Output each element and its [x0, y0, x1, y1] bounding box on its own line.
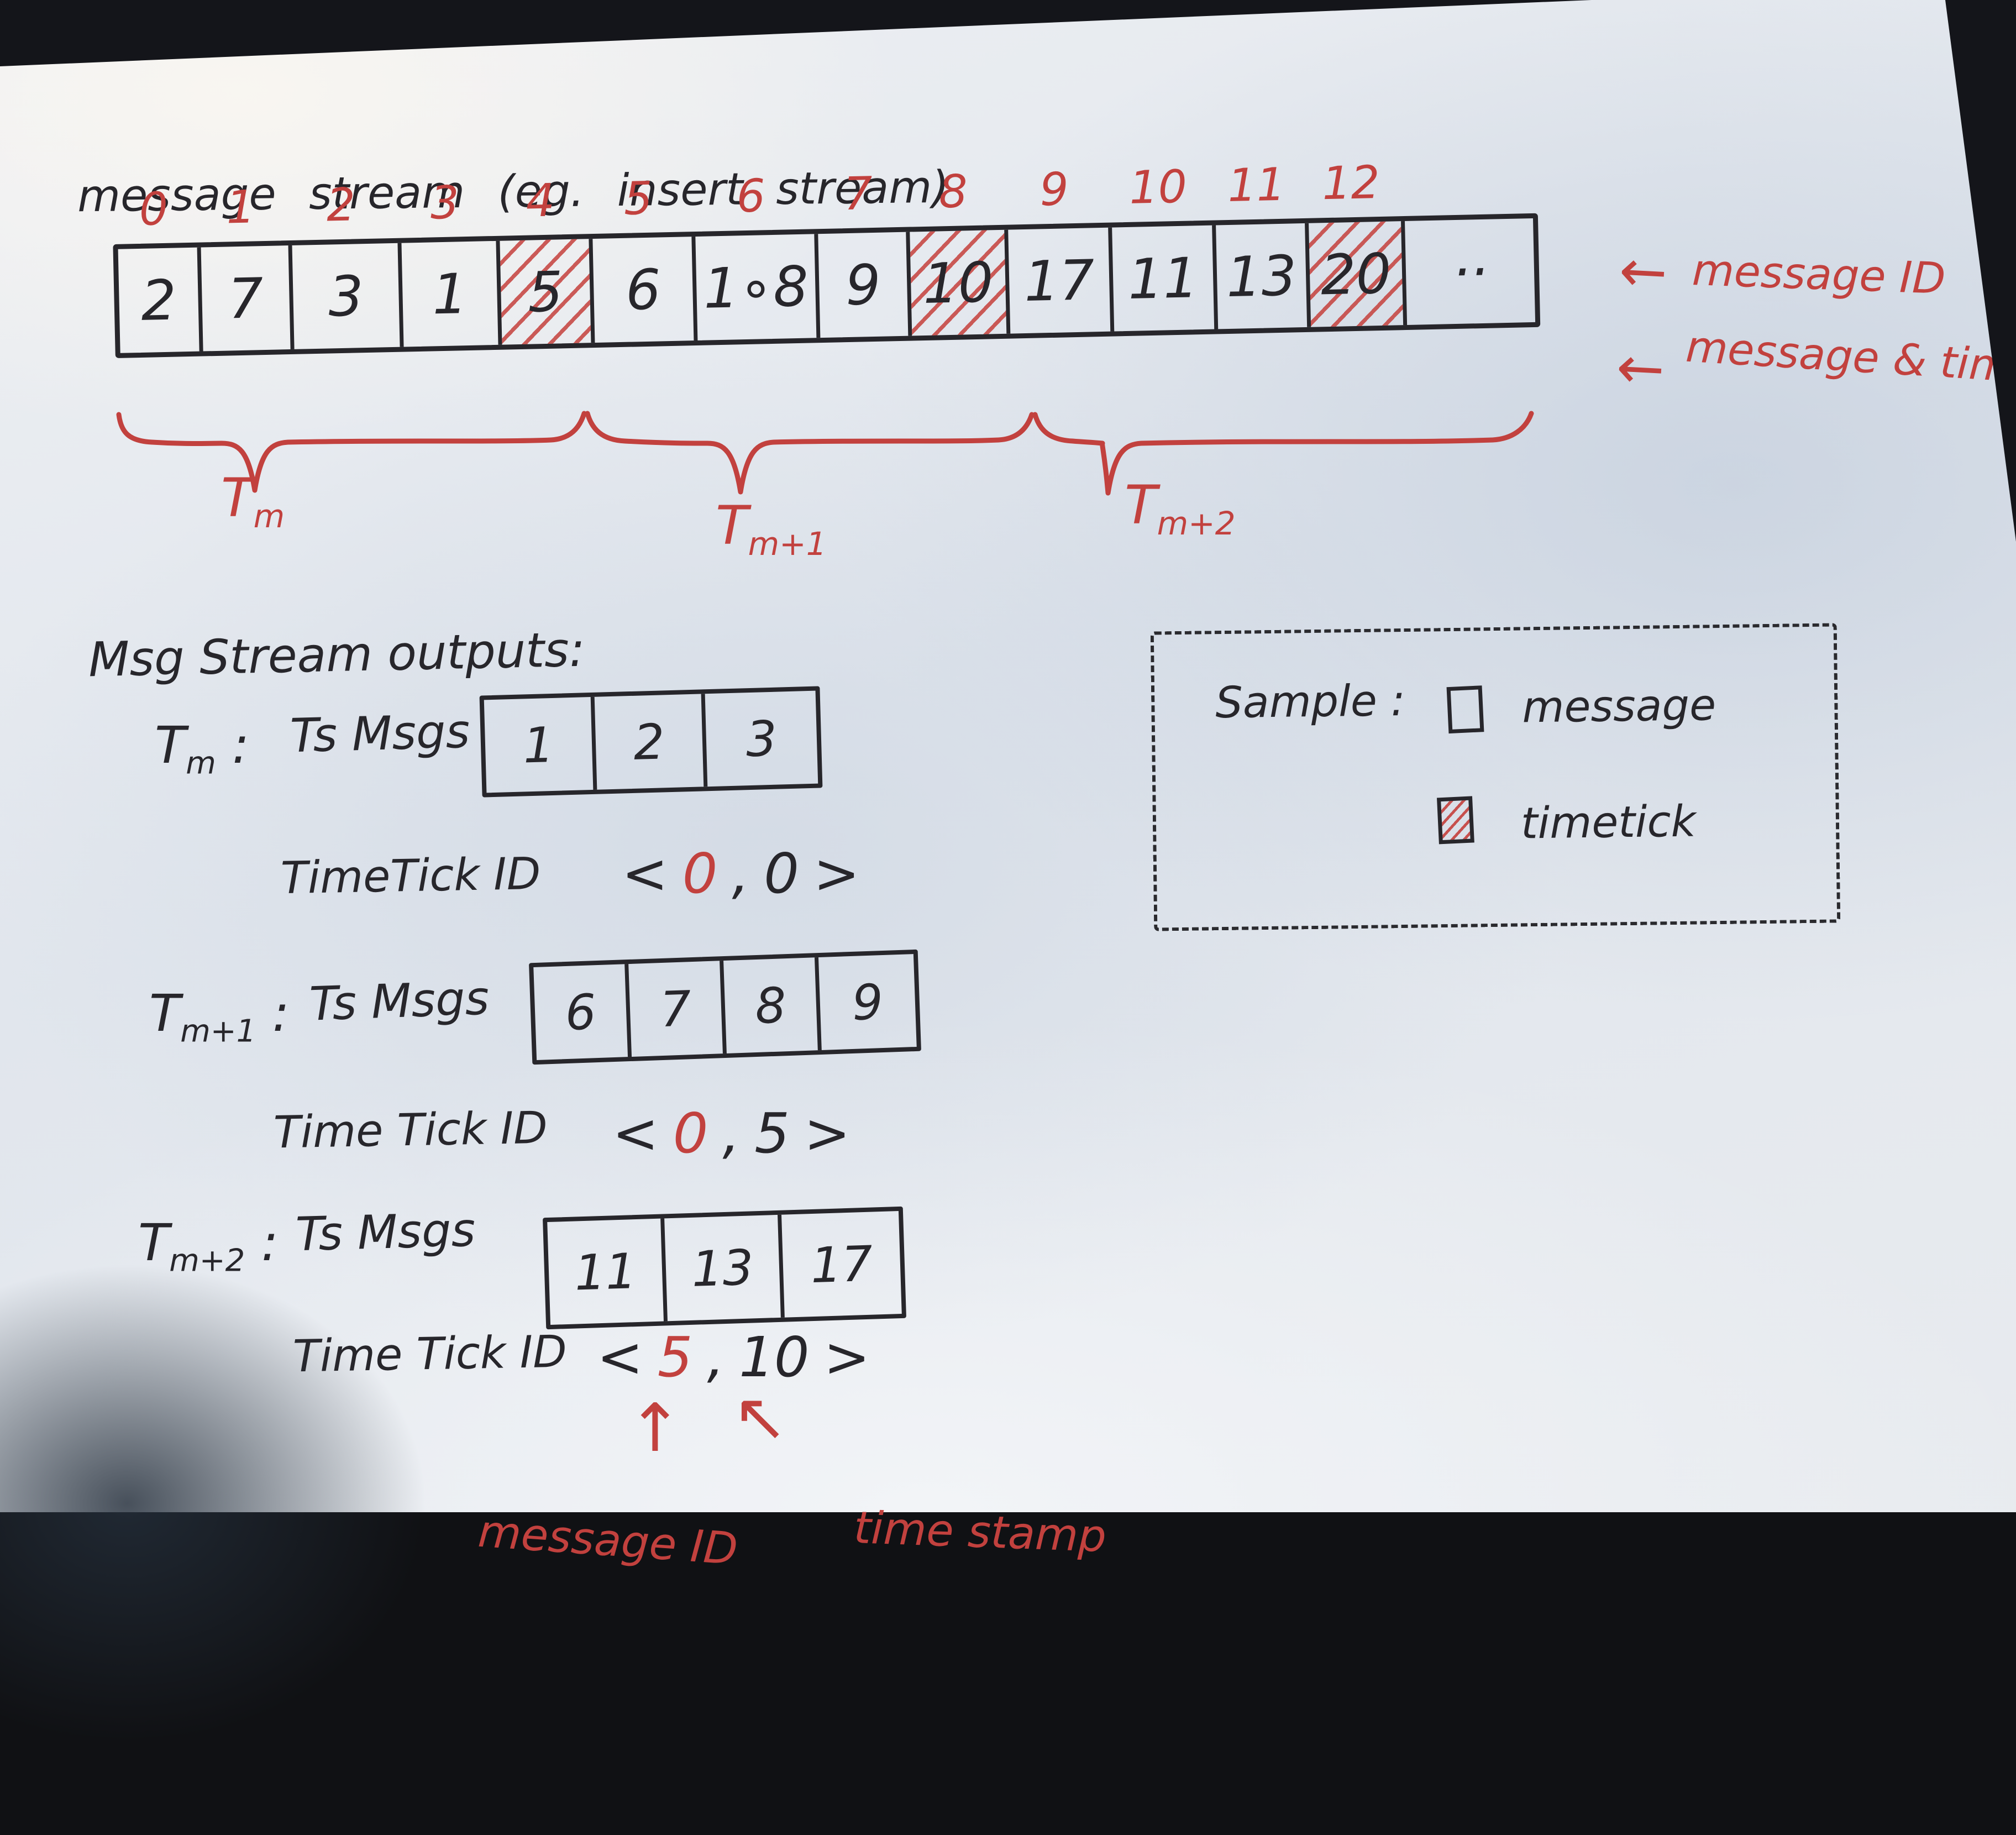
- pair-open: <: [622, 841, 668, 906]
- stream-index: 3: [395, 153, 495, 238]
- legend-label-message: message: [1522, 680, 1716, 732]
- stream-index: 7: [811, 144, 905, 229]
- pair-first: 5: [658, 1325, 693, 1390]
- stream-cell: 3: [292, 243, 404, 349]
- pair-comma: ,: [707, 1325, 725, 1390]
- brace-tm1-path: [587, 413, 1032, 492]
- pair-first: 0: [683, 841, 718, 906]
- brace-tm2-path: [1035, 413, 1531, 493]
- group-name-colon: :: [232, 716, 249, 775]
- brace-label-sub: m: [254, 497, 285, 535]
- stream-cell-timetick: 10: [910, 230, 1010, 336]
- brace-svg: [113, 410, 1550, 554]
- group-name-colon: :: [272, 984, 290, 1043]
- brace-label-sub: m+1: [748, 525, 827, 563]
- stream-arrow-label-message-id: message ID: [1692, 245, 1946, 304]
- brace-label-base: T: [221, 467, 254, 529]
- msg-cell: 1: [484, 697, 597, 793]
- brace-label-sub: m+2: [1157, 505, 1236, 542]
- stream-cell: 7: [201, 245, 295, 352]
- timetick-pair: <0,5>: [612, 1101, 851, 1166]
- group-name-base: T: [149, 984, 180, 1043]
- legend-title: Sample :: [1215, 676, 1406, 728]
- legend-box: Sample : message timetick: [1151, 623, 1841, 931]
- stream-index: 12: [1302, 133, 1400, 218]
- brace-label-base: T: [716, 495, 748, 557]
- brace-label-tm1: Tm+1: [716, 495, 827, 563]
- pair-second: 5: [754, 1101, 790, 1166]
- legend-label-timetick: timetick: [1520, 797, 1696, 849]
- stream-cell: 1∘8: [695, 234, 820, 340]
- msg-cell: 17: [781, 1211, 902, 1318]
- timetick-id-label: Time Tick ID: [273, 1102, 548, 1158]
- stream-index: 6: [689, 146, 813, 232]
- pair-second: 0: [764, 841, 799, 906]
- group-name-base: T: [155, 716, 186, 775]
- group-name-label: Tm :: [155, 716, 249, 781]
- stream-index: 11: [1209, 135, 1304, 221]
- arrow-left-icon: ←: [1618, 237, 1669, 306]
- msg-cell: 7: [628, 961, 727, 1057]
- stream-cell: 11: [1112, 225, 1218, 331]
- msg-cell: 6: [533, 964, 632, 1060]
- timestamp-annotation: time stamp: [853, 1502, 1107, 1562]
- up-arrow-icon: ↑: [627, 1390, 683, 1467]
- stream-cell: ··: [1405, 218, 1535, 325]
- bottom-left-shadow: [0, 1172, 542, 1835]
- stream-cell: 2: [118, 248, 203, 353]
- brace-tm-path: [119, 413, 584, 490]
- brace-label-base: T: [1125, 474, 1157, 536]
- stream-cell-timetick: 20: [1309, 221, 1407, 327]
- stream-index: 8: [903, 142, 1003, 227]
- msg-cell: 9: [818, 954, 917, 1050]
- stream-cell: 17: [1008, 228, 1114, 334]
- stream-index: 9: [1001, 140, 1107, 225]
- pair-close: >: [823, 1325, 870, 1390]
- stream-cell-timetick: 5: [500, 239, 595, 345]
- ts-msgs-label: Ts Msgs: [308, 971, 490, 1031]
- pair-open: <: [597, 1325, 643, 1390]
- msg-cell: 11: [547, 1218, 668, 1325]
- pair-first: 0: [673, 1101, 708, 1166]
- ts-msgs-label: Ts Msgs: [290, 704, 471, 763]
- group-name-sub: m: [186, 745, 216, 781]
- pair-close: >: [804, 1101, 851, 1166]
- stream-cell: 1: [401, 241, 502, 347]
- stream-index: 10: [1105, 138, 1211, 223]
- stream-arrow-label-message-timestamp: message & timstamp: [1684, 322, 2016, 400]
- msg-cell: 3: [705, 691, 818, 787]
- brace-label-tm2: Tm+2: [1125, 474, 1236, 542]
- stream-index: 5: [586, 149, 690, 234]
- arrow-left-icon: ←: [1615, 333, 1666, 403]
- stream-cell: 13: [1216, 223, 1311, 329]
- stream-index: 0: [111, 160, 196, 244]
- brace-label-tm: Tm: [221, 467, 285, 535]
- timetick-swatch: [1437, 796, 1474, 844]
- message-swatch: [1447, 685, 1484, 733]
- stream-index: 1: [194, 158, 287, 243]
- pair-comma: ,: [732, 841, 749, 906]
- upleft-arrow-icon: ↖: [732, 1379, 788, 1456]
- timetick-pair: <0,0>: [622, 841, 860, 906]
- timetick-id-label: TimeTick ID: [280, 848, 541, 904]
- msg-cell: 13: [664, 1215, 785, 1322]
- stream-index: 2: [285, 155, 396, 240]
- stream-cell: 6: [592, 237, 697, 343]
- outputs-heading: Msg Stream outputs:: [88, 622, 586, 688]
- pair-open: <: [612, 1101, 659, 1166]
- pair-close: >: [813, 841, 860, 906]
- msg-cell: 2: [595, 694, 708, 790]
- pair-comma: ,: [722, 1101, 740, 1166]
- stream-cell: 9: [818, 232, 912, 338]
- stream-index: 4: [493, 151, 587, 236]
- group-name-label: Tm+1 :: [149, 984, 290, 1049]
- group-name-sub: m+1: [180, 1013, 256, 1049]
- msg-cell: 8: [723, 957, 822, 1053]
